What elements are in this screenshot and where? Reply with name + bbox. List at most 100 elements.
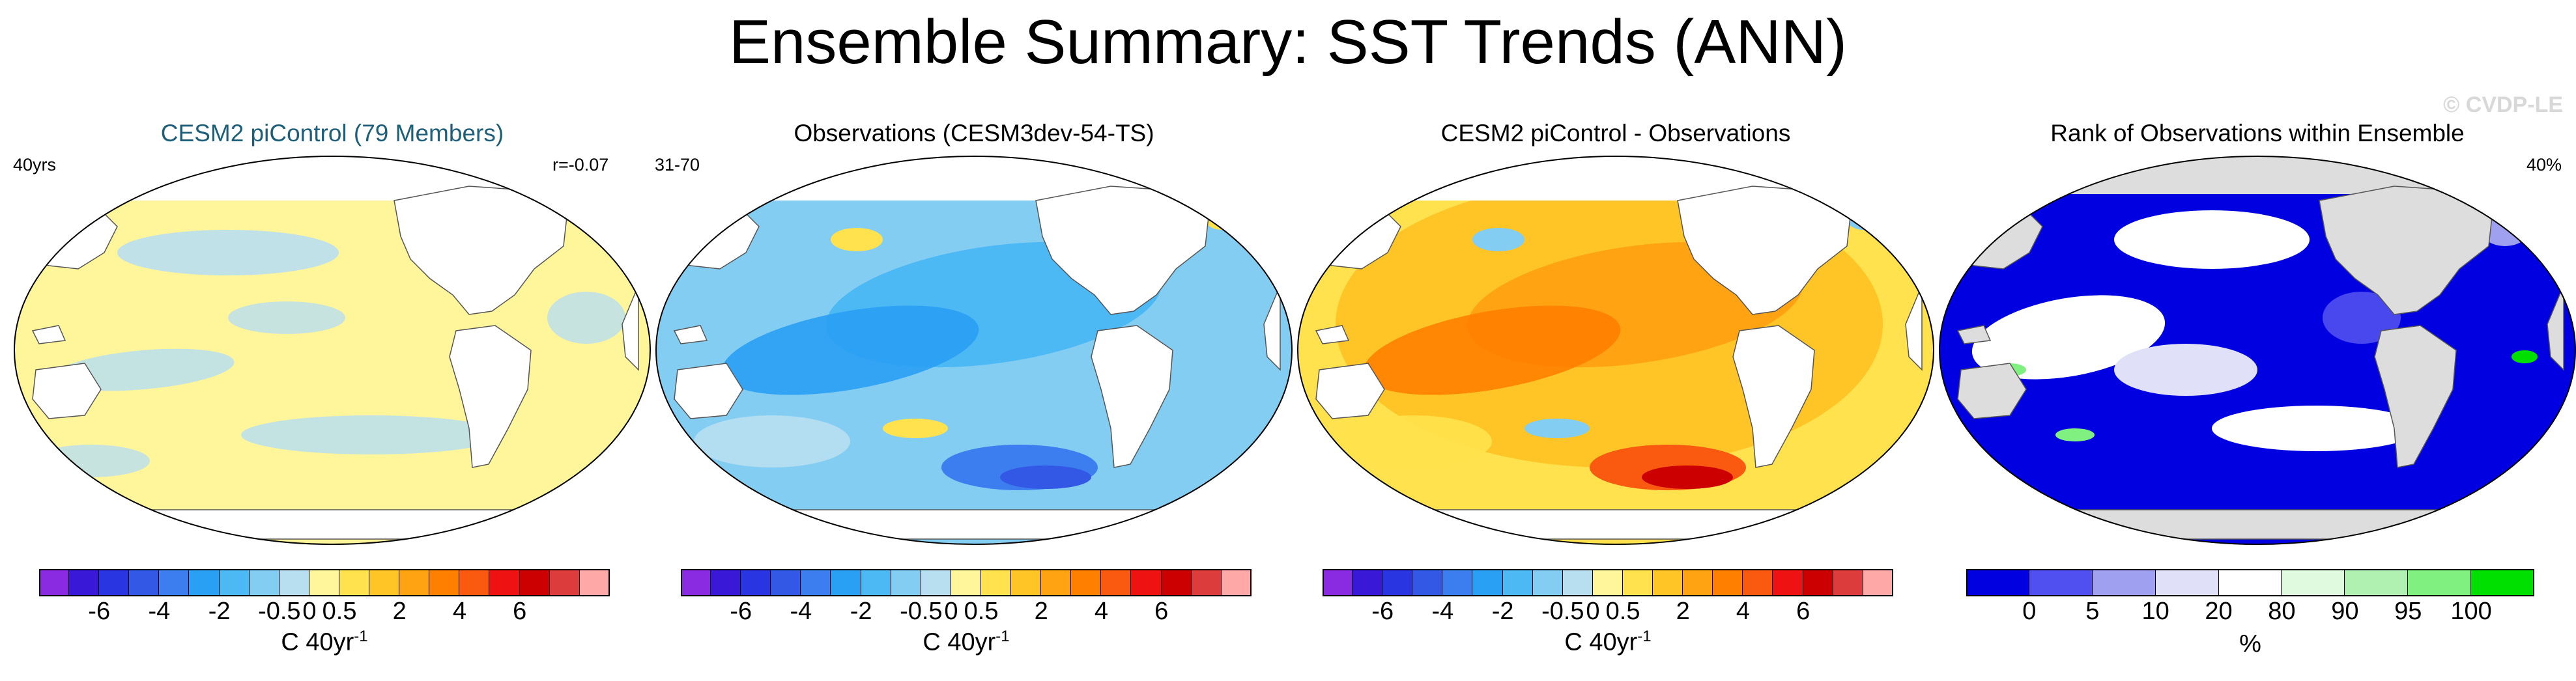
colorbar-model-swatch-1 [69,569,100,596]
land-africa [1905,285,1923,371]
colorbar-model-unit: C 40yr-1 [281,628,368,656]
colorbar-rank-swatch-0 [1966,569,2029,596]
sst-anomaly-region [1642,466,1733,489]
colorbar-model-tick-label: 0 [302,598,317,625]
colorbar-model-swatch-6 [219,569,250,596]
colorbar-observations-swatch-6 [861,569,891,596]
colorbar-difference-swatch-6 [1502,569,1533,596]
colorbar-observations-swatch-10 [980,569,1012,596]
colorbar-difference-tick-label: -2 [1491,598,1514,625]
land-indonesia [31,325,66,344]
colorbar-model-swatch-7 [249,569,279,596]
colorbar-rank [1966,569,2534,596]
colorbar-rank-tick-label: 5 [2085,598,2100,625]
colorbar-observations-swatch-13 [1071,569,1102,596]
colorbar-model-tick-label: -6 [88,598,111,625]
sst-anomaly-region [117,230,339,275]
sst-anomaly-region [228,301,345,334]
panel-model-correlation-label: r=-0.07 [552,155,609,174]
colorbar-rank-swatch-5 [2282,569,2345,596]
colorbar-difference-swatch-10 [1622,569,1653,596]
colorbar-observations-swatch-4 [801,569,831,596]
colorbar-difference-tick-label: -0.5 [1541,598,1584,625]
land-europe-asia-north [2527,184,2564,260]
colorbar-observations-swatch-1 [711,569,741,596]
land-greenland [552,164,610,201]
colorbar-difference-swatch-9 [1592,569,1623,596]
land-europe-asia-north [602,184,639,260]
sst-anomaly-region [694,415,850,467]
sst-anomaly-region [2212,406,2420,451]
colorbar-observations-swatch-15 [1131,569,1162,596]
colorbar-model-swatch-16 [519,569,550,596]
land-antarctica [109,509,556,540]
colorbar-observations-tick-label: -4 [790,598,812,625]
map-panel-difference [1297,156,1934,545]
map-panel-rank [1939,156,2576,545]
land-australia [1957,363,2027,419]
colorbar-model-swatch-5 [189,569,220,596]
map-panel-observations [655,156,1293,545]
colorbar-model-swatch-14 [459,569,490,596]
watermark-label: © CVDP-LE [2443,92,2563,117]
sst-anomaly-region [241,415,502,454]
colorbar-rank-swatch-1 [2029,569,2093,596]
colorbar-observations-tick-label: 6 [1154,598,1169,625]
sst-anomaly-region [1971,295,2166,380]
colorbar-model-tick-label: -4 [148,598,171,625]
land-europe-asia-north [1885,184,1923,260]
colorbar-model-swatch-12 [399,569,430,596]
sst-anomaly-region [52,348,235,391]
colorbar-rank-tick-label: 20 [2205,598,2233,625]
sst-anomaly-region [721,305,979,395]
colorbar-rank-tick-label: 100 [2450,598,2492,625]
colorbar-rank-swatch-4 [2218,569,2282,596]
sst-anomaly-region [2055,428,2095,441]
figure-title: Ensemble Summary: SST Trends (ANN) [728,7,1848,77]
sst-anomaly-region [1472,228,1524,251]
colorbar-rank-tick-label: 10 [2141,598,2169,625]
panel-title-model: CESM2 piControl (79 Members) [160,120,504,146]
land-antarctica [1392,509,1839,540]
polar-mask-north [14,156,650,201]
colorbar-model-tick-label: 0.5 [322,598,357,625]
panel-title-observations: Observations (CESM3dev-54-TS) [794,120,1154,146]
globe-outline [655,156,1293,545]
colorbar-observations-tick-label: 4 [1094,598,1109,625]
colorbar-difference-swatch-14 [1743,569,1773,596]
colorbar-difference-swatch-13 [1713,569,1743,596]
globe-outline [1939,156,2576,545]
colorbar-rank-tick-label: 90 [2331,598,2359,625]
land-antarctica [2034,509,2481,540]
colorbar-model-swatch-0 [39,569,70,596]
colorbar-model-swatch-4 [159,569,190,596]
colorbar-observations-swatch-18 [1221,569,1252,596]
colorbar-model-tick-label: -0.5 [258,598,301,625]
land-europe-asia-north [1244,184,1281,260]
colorbar-model-swatch-13 [429,569,460,596]
land-south-america [2374,325,2457,468]
land-greenland [1836,164,1894,201]
colorbar-observations-swatch-11 [1011,569,1042,596]
colorbar-observations-swatch-0 [681,569,711,596]
globe-outline [1297,156,1934,545]
colorbar-model-swatch-17 [549,569,580,596]
colorbar-difference-swatch-7 [1532,569,1563,596]
colorbar-difference-tick-label: 0.5 [1605,598,1640,625]
land-south-america [1732,325,1815,468]
colorbar-observations-swatch-17 [1191,569,1222,596]
colorbar-observations-tick-label: -0.5 [900,598,943,625]
colorbar-difference-swatch-2 [1382,569,1413,596]
colorbar-observations-swatch-16 [1161,569,1192,596]
colorbar-observations-swatch-8 [921,569,951,596]
panel-observations-years-label: 31-70 [655,155,700,174]
colorbar-difference-swatch-4 [1442,569,1473,596]
colorbar-rank-swatch-6 [2345,569,2409,596]
colorbar-observations-swatch-3 [771,569,801,596]
colorbar-observations-tick-label: -6 [730,598,752,625]
colorbar-difference-swatch-3 [1412,569,1443,596]
land-indonesia [673,325,708,344]
colorbar-observations [681,569,1252,596]
colorbar-model [39,569,610,596]
colorbar-observations-unit: C 40yr-1 [923,628,1010,656]
